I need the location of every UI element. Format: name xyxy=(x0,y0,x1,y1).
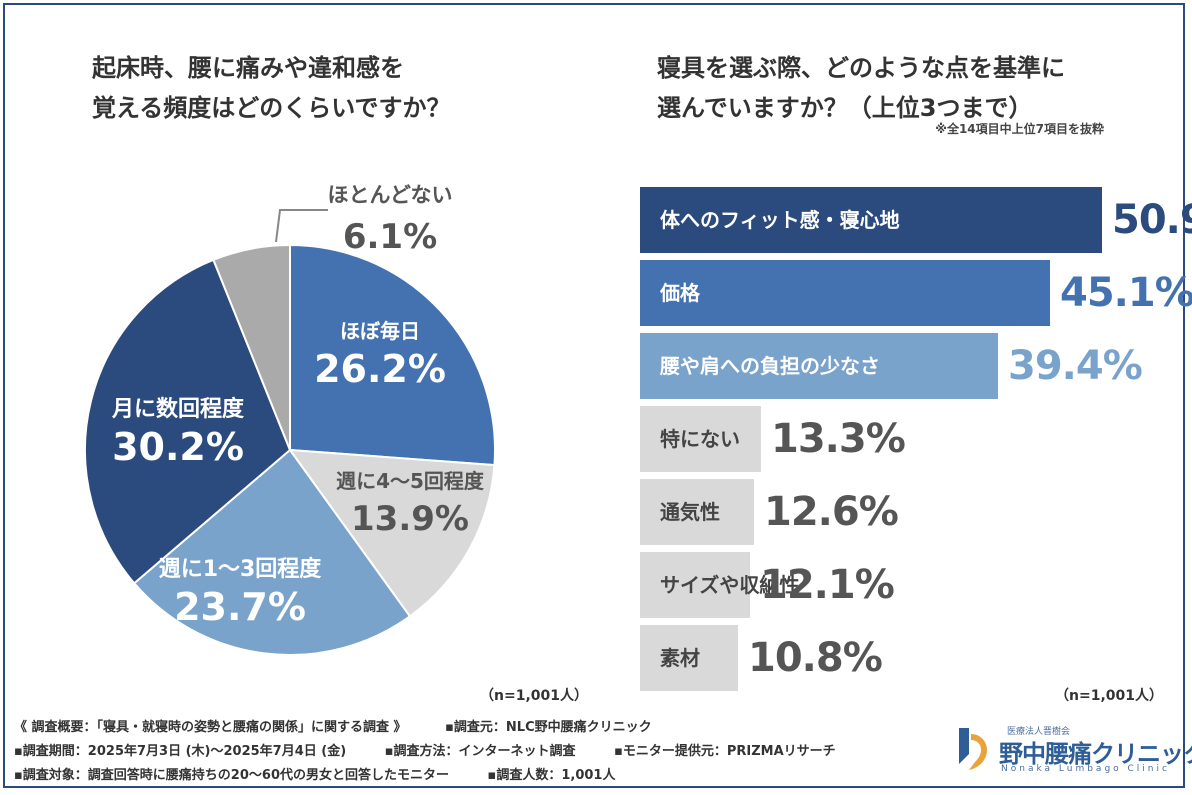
pie-chart: ほぼ毎日 26.2% 週に4〜5回程度 13.9% 週に1〜3回程度 23.7% 月に数回程… xyxy=(84,183,496,656)
bar-chart-title: 寝具を選ぶ際、どのような点を基準に 選んでいますか？（上位3つまで） xyxy=(657,48,1065,128)
pie-slice-1 xyxy=(289,243,496,467)
pie-slice-label-4: 月に数回程度 xyxy=(111,396,245,422)
bar-row-5: 通気性 12.6% xyxy=(640,479,1180,545)
bar-7 xyxy=(640,625,738,691)
footer-survey-target: ▪調査対象：調査回答時に腰痛持ちの20〜60代の男女と回答したモニター xyxy=(14,768,449,783)
pie-slice-value-4: 30.2% xyxy=(112,425,244,469)
footer-survey-count: ▪調査人数：1,001人 xyxy=(487,768,616,783)
bar-row-6: サイズや収納性 12.1% xyxy=(640,552,1180,618)
bar-label-5: 通気性 xyxy=(660,500,720,524)
pie-title-line-1: 起床時、腰に痛みや違和感を xyxy=(92,54,404,82)
bar-sample-size: （n=1,001人） xyxy=(1055,688,1163,704)
bar-label-3: 腰や肩への負担の少なさ xyxy=(660,354,880,378)
pie-sample-size: （n=1,001人） xyxy=(480,688,588,704)
bar-row-2: 価格 45.1% xyxy=(640,260,1192,326)
footer-survey-title: 《 調査概要：「寝具・就寝時の姿勢と腰痛の関係」に関する調査 》 xyxy=(14,720,407,735)
bar-value-4: 13.3% xyxy=(771,416,906,462)
footer-survey-period: ▪調査期間：2025年7月3日 (木)〜2025年7月4日 (金) xyxy=(14,744,347,759)
bar-label-1: 体へのフィット感・寝心地 xyxy=(660,208,900,232)
bar-5 xyxy=(640,479,754,545)
pie-slice-label-5: ほとんどない xyxy=(328,183,453,207)
bar-value-2: 45.1% xyxy=(1060,270,1192,316)
clinic-logo: 医療法人晋樹会 野中腰痛クリニック Nonaka Lumbago Clinic xyxy=(955,722,1192,778)
pie-slice-label-1: ほぼ毎日 xyxy=(340,319,420,343)
bar-6 xyxy=(640,552,750,618)
clinic-logo-name: 野中腰痛クリニック xyxy=(999,740,1192,768)
bar-row-4: 特にない 13.3% xyxy=(640,406,1180,472)
bar-value-7: 10.8% xyxy=(748,635,883,681)
footer-survey-provider: ▪モニター提供元：PRIZMAリサーチ xyxy=(614,744,836,759)
pie-slice-label-3: 週に1〜3回程度 xyxy=(159,556,323,582)
footer-survey-method: ▪調査方法：インターネット調査 xyxy=(384,744,576,759)
bar-label-2: 価格 xyxy=(660,281,700,305)
bar-1 xyxy=(640,187,1102,253)
pie-slice-value-1: 26.2% xyxy=(314,347,446,391)
bar-4 xyxy=(640,406,761,472)
frame-border xyxy=(3,3,1185,788)
footer-line-2: ▪調査期間：2025年7月3日 (木)〜2025年7月4日 (金) ▪調査方法：… xyxy=(14,740,870,759)
bar-label-6: サイズや収納性 xyxy=(660,573,800,597)
bar-label-7: 素材 xyxy=(660,646,700,670)
bar-value-5: 12.6% xyxy=(764,489,899,535)
pie-slice-value-2: 13.9% xyxy=(351,499,469,539)
bar-row-7: 素材 10.8% xyxy=(640,625,1180,691)
clinic-logo-english: Nonaka Lumbago Clinic xyxy=(1001,764,1170,774)
bar-value-3: 39.4% xyxy=(1008,343,1143,389)
bar-value-1: 50.9% xyxy=(1112,197,1192,243)
bar-3 xyxy=(640,333,998,399)
pie-title-line-2: 覚える頻度はどのくらいですか？ xyxy=(92,94,451,122)
pie-chart-title: 起床時、腰に痛みや違和感を 覚える頻度はどのくらいですか？ xyxy=(92,48,451,128)
bar-row-1: 体へのフィット感・寝心地 50.9% xyxy=(640,187,1192,253)
bar-value-6: 12.1% xyxy=(760,562,895,608)
footer-survey-source: ▪調査元：NLC野中腰痛クリニック xyxy=(445,720,652,735)
pie-labels: ほぼ毎日 26.2% 週に4〜5回程度 13.9% 週に1〜3回程度 23.7% 月に数回程… xyxy=(111,183,485,629)
clinic-logo-mark-icon xyxy=(959,728,987,770)
pie-slice-label-2: 週に4〜5回程度 xyxy=(336,469,485,493)
pie-slice-4 xyxy=(84,258,292,585)
bar-title-line-2: 選んでいますか？（上位3つまで） xyxy=(657,94,1033,122)
bar-row-3: 腰や肩への負担の少なさ 39.4% xyxy=(640,333,1180,399)
pie-slices xyxy=(84,243,496,656)
pie-slice-3 xyxy=(132,448,412,656)
clinic-logo-sub: 医療法人晋樹会 xyxy=(1007,727,1071,737)
bar-label-4: 特にない xyxy=(660,427,740,451)
bar-2 xyxy=(640,260,1050,326)
footer-line-1: 《 調査概要：「寝具・就寝時の姿勢と腰痛の関係」に関する調査 》 ▪調査元：NL… xyxy=(14,716,686,735)
bar-chart-note: ※全14項目中上位7項目を抜粋 xyxy=(935,122,1104,136)
pie-leader-line xyxy=(275,209,328,243)
pie-slice-value-3: 23.7% xyxy=(174,585,306,629)
bar-title-line-1: 寝具を選ぶ際、どのような点を基準に xyxy=(657,54,1065,82)
pie-slice-5 xyxy=(212,243,291,451)
pie-slice-2 xyxy=(287,448,496,618)
pie-slice-value-5: 6.1% xyxy=(343,217,437,257)
footer-line-3: ▪調査対象：調査回答時に腰痛持ちの20〜60代の男女と回答したモニター ▪調査人… xyxy=(14,764,649,783)
